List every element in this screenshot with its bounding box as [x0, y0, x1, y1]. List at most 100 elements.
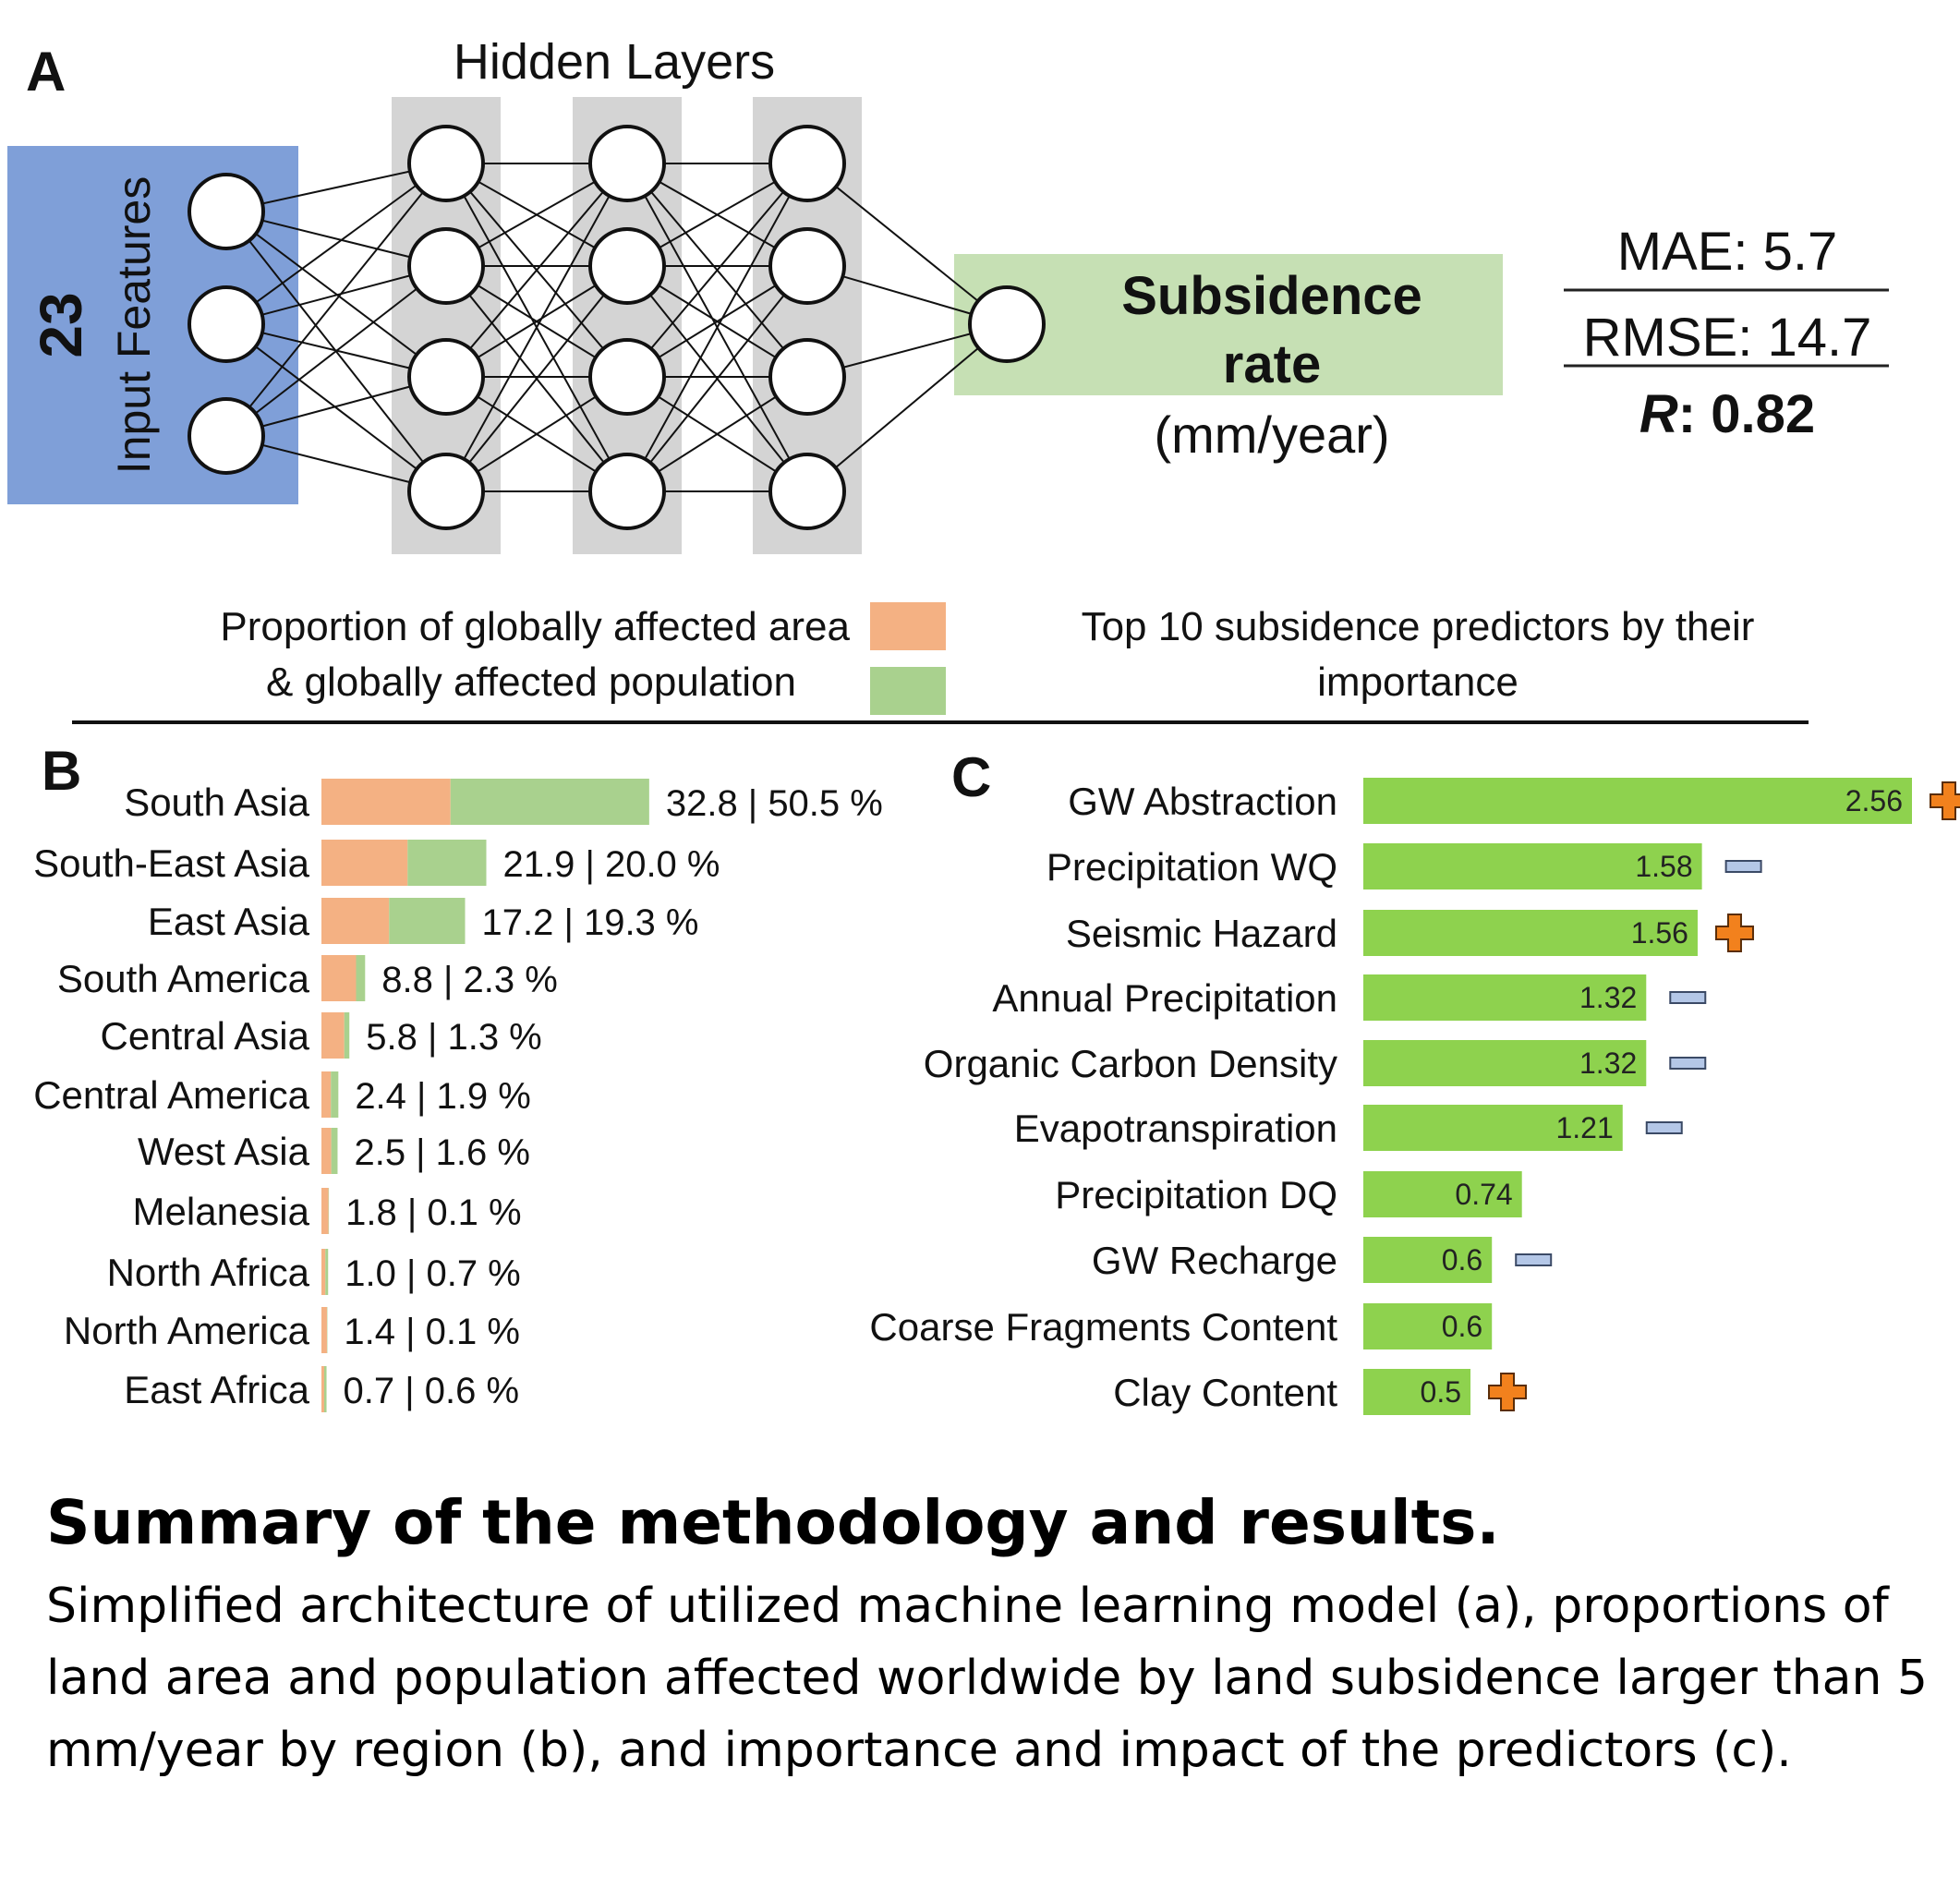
network-edge	[225, 163, 447, 437]
region-value-label: 0.7 | 0.6 %	[344, 1371, 520, 1411]
figure-canvas: A Hidden Layers 23 Input Features Subsid…	[7, 34, 1960, 1415]
positive-impact-icon	[1930, 781, 1960, 820]
input-neuron	[188, 397, 265, 475]
area-bar	[321, 840, 408, 886]
predictor-label: Evapotranspiration	[1014, 1107, 1337, 1150]
area-bar	[321, 1307, 327, 1353]
legend-right-line2: importance	[1317, 660, 1518, 705]
caption-title: Summary of the methodology and results.	[46, 1487, 1500, 1558]
metric-r-value: : 0.82	[1678, 384, 1815, 444]
negative-impact-icon	[1669, 991, 1707, 1004]
region-label: North Africa	[107, 1251, 310, 1294]
caption-body: Simplified architecture of utilized mach…	[46, 1579, 1929, 1778]
predictor-value-label: 1.32	[1579, 1047, 1637, 1080]
region-value-label: 5.8 | 1.3 %	[366, 1017, 542, 1058]
positive-impact-icon	[1714, 914, 1754, 952]
predictor-value-label: 1.32	[1579, 981, 1637, 1014]
predictor-value-label: 0.5	[1421, 1375, 1461, 1409]
hidden-neuron	[588, 453, 666, 530]
hidden-neuron	[407, 453, 485, 530]
predictor-value-label: 1.58	[1635, 850, 1692, 883]
positive-impact-icon	[1488, 1373, 1528, 1411]
network-edge	[445, 265, 628, 492]
population-bar	[450, 779, 649, 825]
region-label: South America	[57, 957, 310, 1000]
hidden-neuron	[588, 125, 666, 202]
output-box	[954, 254, 1503, 395]
region-value-label: 1.4 | 0.1 %	[344, 1312, 520, 1352]
population-bar	[323, 1366, 327, 1412]
predictor-bar	[1363, 843, 1702, 889]
predictor-label: GW Abstraction	[1068, 780, 1337, 823]
metric-r-symbol: R	[1639, 384, 1678, 444]
region-label: South Asia	[124, 781, 309, 824]
network-edge	[626, 265, 808, 492]
network-neurons	[188, 125, 1046, 530]
metric-mae: MAE: 5.7	[1617, 222, 1838, 282]
population-bar	[407, 840, 487, 886]
metric-r: R: 0.82	[1639, 384, 1815, 444]
predictor-bar	[1363, 1303, 1493, 1349]
legend-area-swatch	[870, 602, 946, 650]
negative-impact-icon	[1645, 1121, 1683, 1134]
metric-rmse: RMSE: 14.7	[1583, 308, 1872, 368]
region-value-label: 2.4 | 1.9 %	[355, 1076, 531, 1117]
negative-impact-icon	[1669, 1057, 1707, 1070]
predictor-label: GW Recharge	[1092, 1239, 1337, 1282]
hidden-neuron	[407, 125, 485, 202]
hidden-neuron	[407, 338, 485, 416]
input-neuron	[188, 173, 265, 250]
network-edge	[626, 163, 808, 378]
hidden-neuron	[768, 338, 846, 416]
predictor-bar	[1363, 1040, 1647, 1086]
area-bar	[321, 955, 357, 1001]
region-value-label: 32.8 | 50.5 %	[666, 783, 883, 824]
region-label: East Asia	[148, 900, 310, 943]
network-edge	[225, 323, 447, 492]
panel-a-label: A	[26, 41, 66, 103]
predictor-value-label: 0.6	[1442, 1310, 1482, 1343]
population-bar	[325, 1249, 329, 1295]
output-neuron	[968, 285, 1046, 363]
predictor-label: Clay Content	[1113, 1371, 1337, 1414]
network-edge	[445, 163, 628, 378]
network-edge	[445, 163, 628, 492]
input-count: 23	[28, 292, 94, 357]
area-bar	[321, 1128, 332, 1174]
predictor-value-label: 1.21	[1555, 1111, 1613, 1144]
region-label: Central America	[33, 1073, 309, 1117]
network-edge	[225, 163, 447, 325]
predictor-bar	[1363, 778, 1912, 824]
area-bar	[321, 1249, 326, 1295]
network-edge	[225, 265, 447, 437]
predictor-value-label: 2.56	[1845, 784, 1903, 817]
predictor-label: Annual Precipitation	[992, 976, 1337, 1020]
hidden-neuron	[768, 125, 846, 202]
predictor-bar	[1363, 974, 1647, 1021]
network-edge	[626, 163, 808, 492]
region-value-label: 2.5 | 1.6 %	[354, 1132, 530, 1173]
region-value-label: 17.2 | 19.3 %	[481, 902, 698, 943]
hidden-neuron	[407, 227, 485, 305]
legend-left-line1: Proportion of globally affected area	[220, 604, 850, 649]
legend-left-line2: & globally affected population	[266, 660, 796, 705]
predictor-bar	[1363, 910, 1698, 956]
output-unit: (mm/year)	[1154, 405, 1389, 464]
predictor-value-label: 0.74	[1455, 1178, 1512, 1211]
panel-c-label: C	[951, 746, 991, 808]
panel-b-label: B	[42, 740, 81, 802]
output-title-line1: Subsidence	[1121, 266, 1422, 326]
predictor-value-label: 1.56	[1631, 916, 1688, 950]
legend-population-swatch	[870, 667, 946, 715]
chart-b-regions: South Asia 32.8 | 50.5 % South-East Asia 21…	[33, 779, 883, 1412]
negative-impact-icon	[1724, 860, 1762, 873]
region-value-label: 1.0 | 0.7 %	[345, 1253, 521, 1294]
input-features-label: Input Features	[108, 176, 160, 474]
area-bar	[321, 1012, 345, 1059]
region-label: East Africa	[124, 1368, 309, 1411]
hidden-neuron	[768, 453, 846, 530]
region-label: West Asia	[138, 1130, 310, 1173]
area-bar	[321, 1366, 324, 1412]
predictor-label: Precipitation DQ	[1055, 1173, 1337, 1216]
network-edge	[806, 323, 1008, 492]
